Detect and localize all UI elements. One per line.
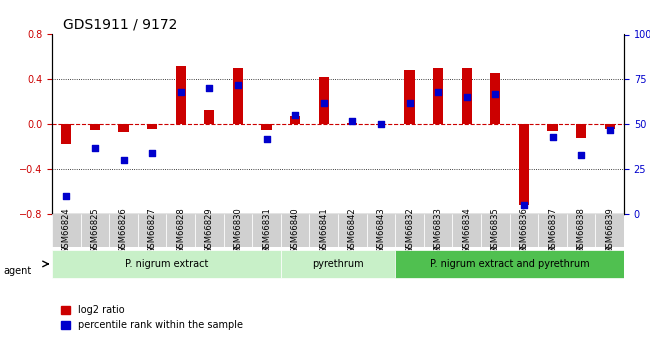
Text: GSM66839: GSM66839 [605,207,614,253]
Text: GSM66825: GSM66825 [90,207,99,253]
Text: GSM66834: GSM66834 [462,207,471,253]
Bar [433,68,443,124]
FancyBboxPatch shape [510,214,538,247]
Text: GSM66832: GSM66832 [405,207,414,253]
FancyBboxPatch shape [595,214,624,247]
FancyBboxPatch shape [109,214,138,247]
FancyBboxPatch shape [252,214,281,247]
Point [433,89,443,95]
Bar [604,124,615,129]
FancyBboxPatch shape [481,214,510,247]
FancyBboxPatch shape [281,250,395,278]
Point [462,95,472,100]
Point [290,112,300,118]
FancyBboxPatch shape [395,250,624,278]
Bar [233,68,243,124]
Bar [90,124,100,130]
Point [61,193,72,199]
Point [118,157,129,163]
Point [90,145,100,150]
Text: GSM66831: GSM66831 [262,207,271,253]
Bar [376,124,386,125]
Text: pyrethrum: pyrethrum [312,259,364,269]
Text: GSM66843: GSM66843 [376,207,385,253]
Point [318,100,329,106]
Bar [576,124,586,138]
Point [376,121,386,127]
Text: agent: agent [3,266,31,276]
Text: GSM66826: GSM66826 [119,207,128,253]
Point [176,89,186,95]
Text: GSM66841: GSM66841 [319,207,328,253]
FancyBboxPatch shape [452,214,481,247]
Text: GSM66830: GSM66830 [233,207,242,253]
Bar [318,77,329,124]
FancyBboxPatch shape [424,214,452,247]
Legend: log2 ratio, percentile rank within the sample: log2 ratio, percentile rank within the s… [57,302,247,334]
Text: GSM66827: GSM66827 [148,207,157,253]
Bar [176,66,186,124]
Bar [290,116,300,124]
Point [147,150,157,156]
Bar [462,68,472,124]
FancyBboxPatch shape [395,214,424,247]
Bar [204,110,214,124]
Point [519,202,529,208]
FancyBboxPatch shape [281,214,309,247]
Point [233,82,243,88]
Point [347,118,358,124]
Text: GSM66833: GSM66833 [434,207,443,253]
Text: GSM66836: GSM66836 [519,207,528,253]
Bar [118,124,129,132]
FancyBboxPatch shape [52,214,81,247]
Point [604,127,615,132]
Point [576,152,586,157]
Bar [404,70,415,124]
FancyBboxPatch shape [309,214,338,247]
FancyBboxPatch shape [224,214,252,247]
Point [547,134,558,139]
Bar [147,124,157,129]
Text: GSM66828: GSM66828 [176,207,185,253]
FancyBboxPatch shape [367,214,395,247]
Bar [547,124,558,131]
Bar [261,124,272,130]
Text: GDS1911 / 9172: GDS1911 / 9172 [64,18,178,32]
Text: P. nigrum extract and pyrethrum: P. nigrum extract and pyrethrum [430,259,590,269]
Text: GSM66838: GSM66838 [577,207,586,253]
Text: GSM66842: GSM66842 [348,207,357,253]
Point [490,91,501,97]
FancyBboxPatch shape [166,214,195,247]
FancyBboxPatch shape [138,214,166,247]
Text: GSM66837: GSM66837 [548,207,557,253]
FancyBboxPatch shape [338,214,367,247]
Text: GSM66824: GSM66824 [62,207,71,253]
Text: GSM66840: GSM66840 [291,207,300,253]
Text: GSM66835: GSM66835 [491,207,500,253]
Bar [490,73,501,124]
Bar [519,124,529,205]
Point [261,136,272,141]
FancyBboxPatch shape [567,214,595,247]
Bar [61,124,72,144]
Point [404,100,415,106]
Point [204,86,214,91]
FancyBboxPatch shape [81,214,109,247]
FancyBboxPatch shape [538,214,567,247]
Bar [347,123,358,124]
Text: GSM66829: GSM66829 [205,207,214,253]
FancyBboxPatch shape [195,214,224,247]
FancyBboxPatch shape [52,250,281,278]
Text: P. nigrum extract: P. nigrum extract [125,259,208,269]
